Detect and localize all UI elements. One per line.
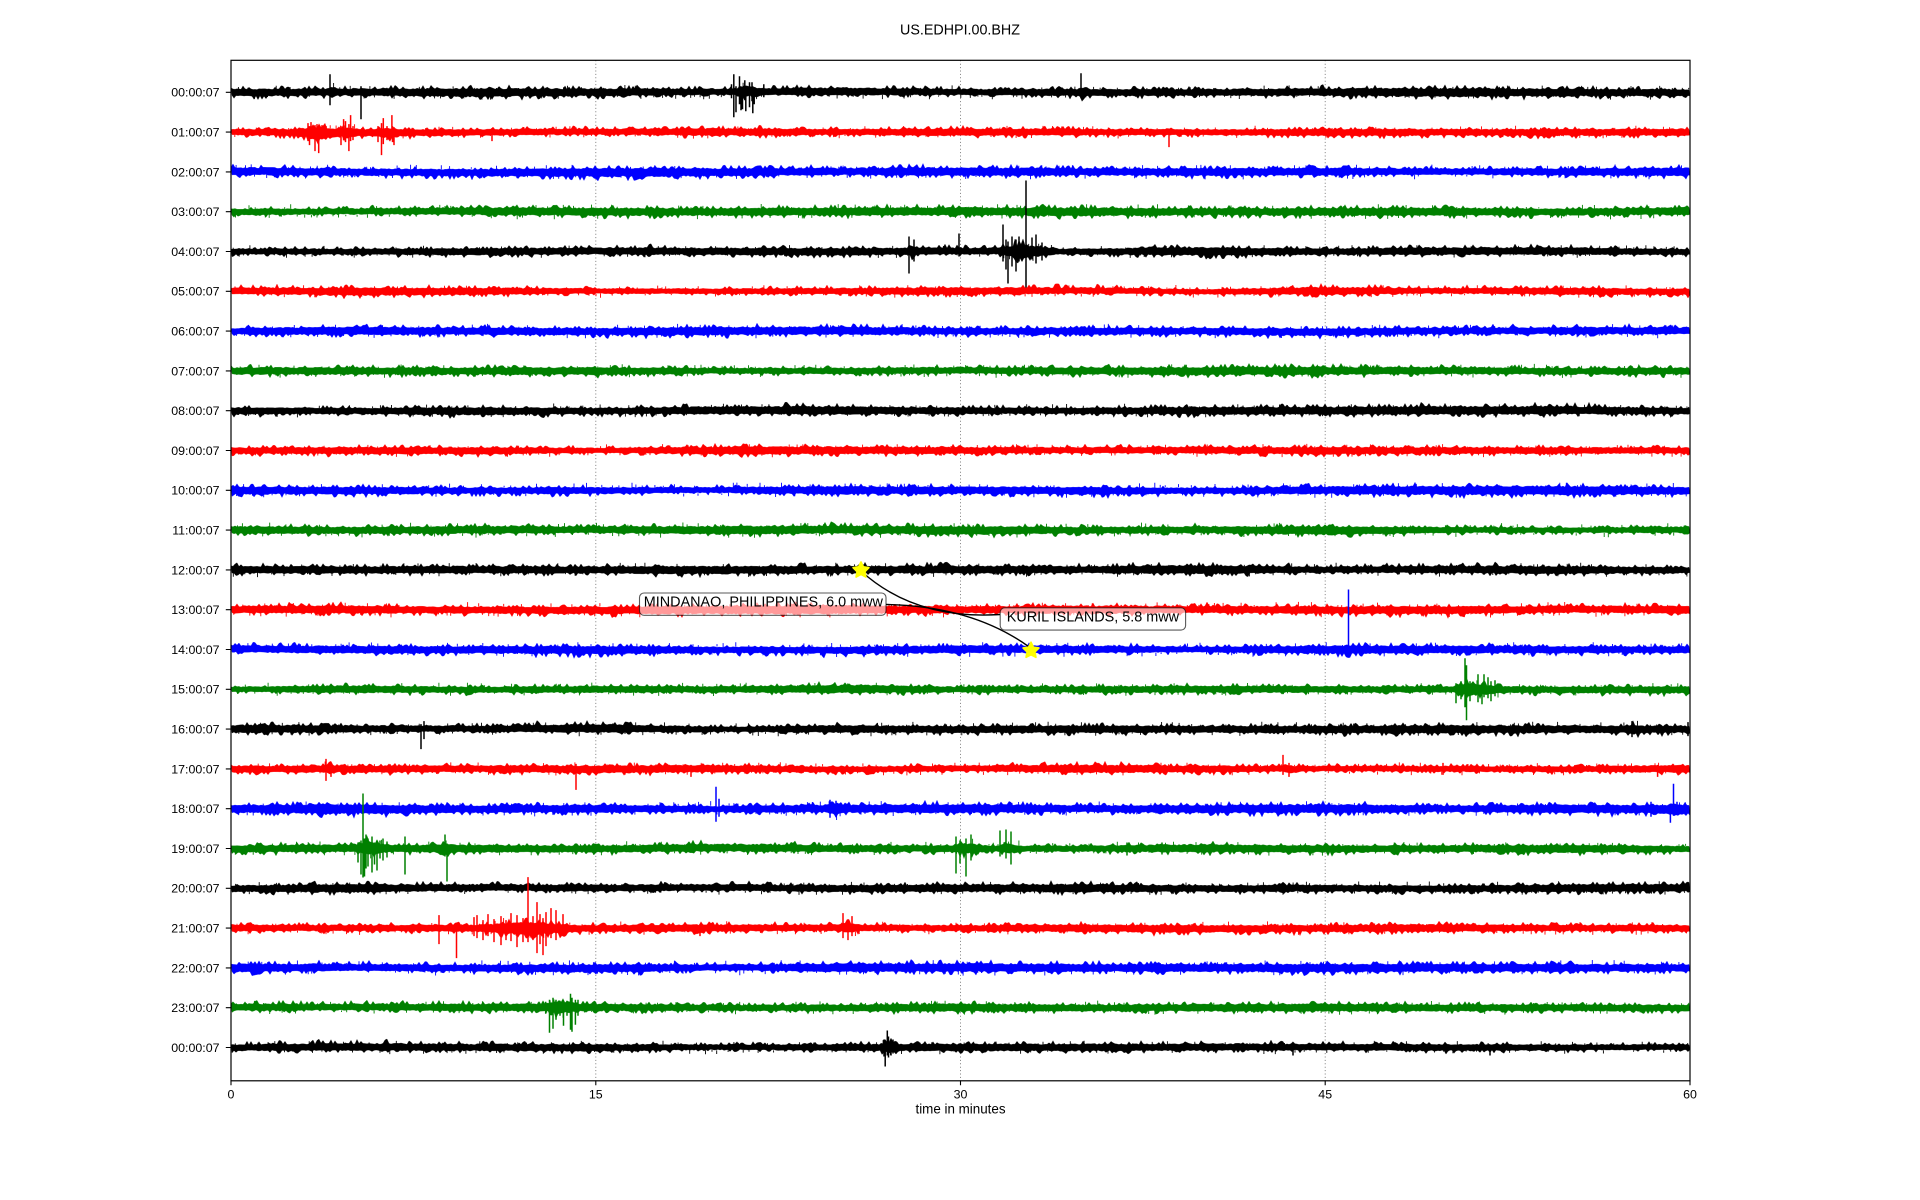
svg-text:02:00:07: 02:00:07 xyxy=(171,165,219,179)
svg-text:45: 45 xyxy=(1318,1088,1332,1102)
svg-text:0: 0 xyxy=(228,1088,235,1102)
svg-text:11:00:07: 11:00:07 xyxy=(172,524,219,538)
svg-text:MINDANAO, PHILIPPINES, 6.0 mww: MINDANAO, PHILIPPINES, 6.0 mww xyxy=(644,594,884,610)
svg-text:10:00:07: 10:00:07 xyxy=(171,484,219,498)
svg-text:20:00:07: 20:00:07 xyxy=(171,882,219,896)
svg-text:15:00:07: 15:00:07 xyxy=(171,683,219,697)
svg-text:KURIL ISLANDS, 5.8 mww: KURIL ISLANDS, 5.8 mww xyxy=(1007,610,1180,626)
svg-text:00:00:07: 00:00:07 xyxy=(171,86,219,100)
svg-text:14:00:07: 14:00:07 xyxy=(171,643,219,657)
svg-text:time in minutes: time in minutes xyxy=(915,1101,1005,1116)
svg-text:17:00:07: 17:00:07 xyxy=(171,762,219,776)
svg-text:09:00:07: 09:00:07 xyxy=(171,444,219,458)
svg-text:08:00:07: 08:00:07 xyxy=(171,404,219,418)
svg-text:21:00:07: 21:00:07 xyxy=(171,922,219,936)
svg-text:15: 15 xyxy=(589,1088,603,1102)
svg-text:03:00:07: 03:00:07 xyxy=(171,205,219,219)
svg-text:06:00:07: 06:00:07 xyxy=(171,325,219,339)
svg-text:16:00:07: 16:00:07 xyxy=(171,723,219,737)
svg-text:01:00:07: 01:00:07 xyxy=(171,126,219,140)
svg-text:US.EDHPI.00.BHZ: US.EDHPI.00.BHZ xyxy=(900,23,1020,39)
svg-text:60: 60 xyxy=(1683,1088,1697,1102)
svg-text:19:00:07: 19:00:07 xyxy=(171,842,219,856)
svg-text:30: 30 xyxy=(954,1088,968,1102)
svg-text:12:00:07: 12:00:07 xyxy=(171,563,219,577)
svg-text:18:00:07: 18:00:07 xyxy=(171,802,219,816)
svg-text:04:00:07: 04:00:07 xyxy=(171,245,219,259)
svg-text:05:00:07: 05:00:07 xyxy=(171,285,219,299)
svg-text:22:00:07: 22:00:07 xyxy=(171,961,219,975)
svg-text:07:00:07: 07:00:07 xyxy=(171,364,219,378)
svg-text:13:00:07: 13:00:07 xyxy=(171,603,219,617)
svg-text:23:00:07: 23:00:07 xyxy=(171,1001,219,1015)
svg-text:00:00:07: 00:00:07 xyxy=(171,1041,219,1055)
